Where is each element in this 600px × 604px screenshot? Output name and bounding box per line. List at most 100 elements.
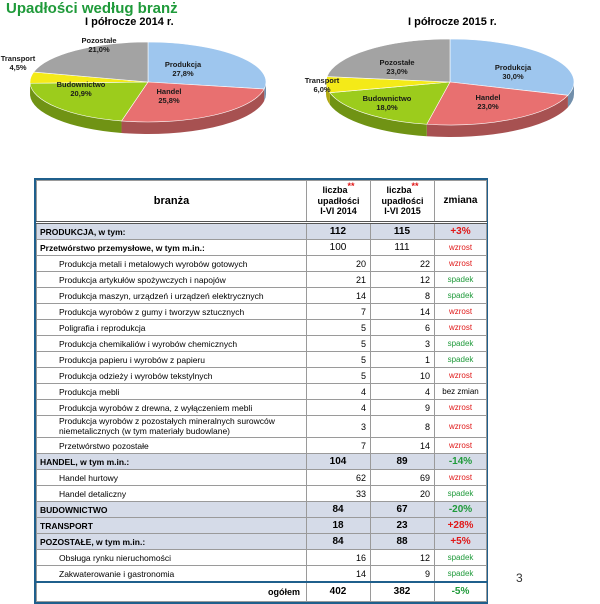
row-branza: HANDEL, w tym m.in.: bbox=[37, 454, 307, 470]
pie-slice-value: 21,0% bbox=[88, 45, 110, 54]
row-branza: ogółem bbox=[37, 582, 307, 602]
table-row: Produkcja metali i metalowych wyrobów go… bbox=[37, 256, 487, 272]
row-branza: Produkcja mebli bbox=[37, 384, 307, 400]
column-header-2015: liczba** upadłości I-VI 2015 bbox=[371, 181, 435, 223]
row-branza: Produkcja wyrobów z drewna, z wyłączenie… bbox=[37, 400, 307, 416]
row-value-2014: 21 bbox=[307, 272, 371, 288]
row-branza: TRANSPORT bbox=[37, 518, 307, 534]
row-branza: Handel detaliczny bbox=[37, 486, 307, 502]
row-value-2015: 69 bbox=[371, 470, 435, 486]
row-change: +3% bbox=[435, 223, 487, 240]
row-value-2014: 18 bbox=[307, 518, 371, 534]
row-change: wzrost bbox=[435, 320, 487, 336]
row-value-2014: 14 bbox=[307, 288, 371, 304]
row-value-2015: 23 bbox=[371, 518, 435, 534]
row-change: wzrost bbox=[435, 304, 487, 320]
row-value-2015: 382 bbox=[371, 582, 435, 602]
pie-slice-value: 6,0% bbox=[313, 85, 330, 94]
row-value-2015: 12 bbox=[371, 550, 435, 566]
column-header-2014: liczba** upadłości I-VI 2014 bbox=[307, 181, 371, 223]
pie-slice-label: Budownictwo bbox=[363, 94, 412, 103]
row-branza: BUDOWNICTWO bbox=[37, 502, 307, 518]
row-value-2014: 3 bbox=[307, 416, 371, 438]
row-branza: PRODUKCJA, w tym: bbox=[37, 223, 307, 240]
column-header-2014-line3: I-VI 2014 bbox=[320, 206, 357, 216]
row-value-2015: 1 bbox=[371, 352, 435, 368]
row-branza: Poligrafia i reprodukcja bbox=[37, 320, 307, 336]
row-value-2014: 104 bbox=[307, 454, 371, 470]
row-value-2014: 16 bbox=[307, 550, 371, 566]
row-change: +28% bbox=[435, 518, 487, 534]
pie-slice-label: Pozostałe bbox=[379, 58, 414, 67]
row-branza: Produkcja chemikaliów i wyrobów chemiczn… bbox=[37, 336, 307, 352]
pie-slice-value: 4,5% bbox=[9, 63, 26, 72]
row-value-2015: 9 bbox=[371, 400, 435, 416]
row-branza: Produkcja metali i metalowych wyrobów go… bbox=[37, 256, 307, 272]
row-value-2014: 4 bbox=[307, 400, 371, 416]
table-row: Produkcja artykułów spożywczych i napojó… bbox=[37, 272, 487, 288]
row-change: wzrost bbox=[435, 256, 487, 272]
row-value-2014: 112 bbox=[307, 223, 371, 240]
row-value-2014: 84 bbox=[307, 502, 371, 518]
column-header-2015-line1: liczba bbox=[386, 185, 411, 195]
pie-slice-label: Transport bbox=[305, 76, 340, 85]
row-branza: Przetwórstwo przemysłowe, w tym m.in.: bbox=[37, 240, 307, 256]
column-header-branza: branża bbox=[37, 181, 307, 223]
pie-slice-label: Produkcja bbox=[165, 60, 202, 69]
row-value-2014: 5 bbox=[307, 352, 371, 368]
row-branza: Produkcja artykułów spożywczych i napojó… bbox=[37, 272, 307, 288]
row-value-2014: 7 bbox=[307, 304, 371, 320]
table-row: Produkcja wyrobów z pozostałych mineraln… bbox=[37, 416, 487, 438]
row-value-2015: 3 bbox=[371, 336, 435, 352]
column-header-2015-line2: upadłości bbox=[381, 196, 423, 206]
pie-slice-value: 23,0% bbox=[477, 102, 499, 111]
row-value-2015: 6 bbox=[371, 320, 435, 336]
row-change: wzrost bbox=[435, 416, 487, 438]
row-value-2015: 14 bbox=[371, 304, 435, 320]
row-value-2015: 22 bbox=[371, 256, 435, 272]
row-value-2014: 7 bbox=[307, 438, 371, 454]
row-value-2015: 20 bbox=[371, 486, 435, 502]
row-value-2015: 12 bbox=[371, 272, 435, 288]
row-value-2015: 115 bbox=[371, 223, 435, 240]
pie-slice-label: Budownictwo bbox=[57, 80, 106, 89]
pie-slice-label: Produkcja bbox=[495, 63, 532, 72]
row-branza: Przetwórstwo pozostałe bbox=[37, 438, 307, 454]
pie-slice-value: 25,8% bbox=[158, 96, 180, 105]
row-change: -5% bbox=[435, 582, 487, 602]
column-header-2014-line2: upadłości bbox=[317, 196, 359, 206]
pie-slice-value: 23,0% bbox=[386, 67, 408, 76]
row-branza: Produkcja wyrobów z gumy i tworzyw sztuc… bbox=[37, 304, 307, 320]
row-value-2014: 5 bbox=[307, 336, 371, 352]
row-value-2014: 20 bbox=[307, 256, 371, 272]
row-value-2014: 100 bbox=[307, 240, 371, 256]
pie-slice-label: Pozostałe bbox=[81, 36, 116, 45]
row-branza: Handel hurtowy bbox=[37, 470, 307, 486]
row-value-2015: 67 bbox=[371, 502, 435, 518]
row-value-2014: 5 bbox=[307, 368, 371, 384]
row-change: spadek bbox=[435, 272, 487, 288]
pie-slice-label: Transport bbox=[1, 54, 36, 63]
table-row: Produkcja wyrobów z drewna, z wyłączenie… bbox=[37, 400, 487, 416]
row-change: spadek bbox=[435, 336, 487, 352]
row-change: bez zmian bbox=[435, 384, 487, 400]
row-change: spadek bbox=[435, 352, 487, 368]
row-value-2014: 84 bbox=[307, 534, 371, 550]
page-title: Upadłości według branż bbox=[6, 0, 178, 17]
pie-slice-value: 18,0% bbox=[376, 103, 398, 112]
page-number: 3 bbox=[516, 571, 523, 585]
row-change: wzrost bbox=[435, 400, 487, 416]
row-branza: Produkcja papieru i wyrobów z papieru bbox=[37, 352, 307, 368]
bankruptcy-table: branża liczba** upadłości I-VI 2014 licz… bbox=[34, 178, 488, 604]
row-branza: Produkcja wyrobów z pozostałych mineraln… bbox=[37, 416, 307, 438]
pie-slice-value: 30,0% bbox=[502, 72, 524, 81]
footnote-star: ** bbox=[412, 181, 419, 191]
